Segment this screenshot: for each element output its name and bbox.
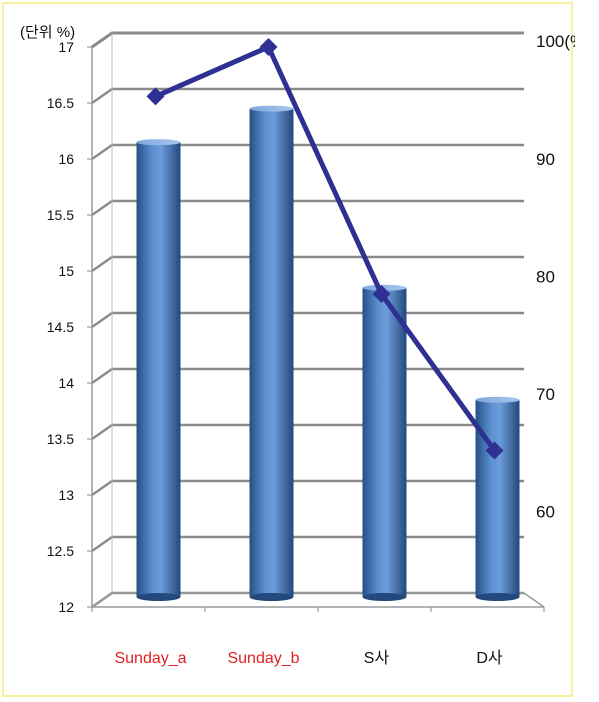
bar-base (136, 593, 181, 601)
line-series (146, 38, 504, 460)
bar (362, 284, 407, 601)
y-left-tick-label: 14 (58, 375, 74, 391)
line-marker (146, 87, 165, 106)
bar (475, 396, 520, 601)
bar-top (362, 284, 407, 291)
x-category-label: D사 (476, 649, 503, 667)
floor-edge (91, 592, 545, 608)
axis-labels: 12 12.5 13 13.5 14 14.5 15 15.5 16 16.5 17 60 70 80 90… (47, 32, 575, 667)
y-left-tick-label: 16.5 (47, 95, 74, 111)
y-left-tick-label: 12.5 (47, 543, 74, 559)
y-left-tick-label: 14.5 (47, 319, 74, 335)
axes (87, 33, 545, 612)
y-right-tick-label: 80 (536, 267, 555, 286)
y-left-tick-label: 16 (58, 151, 74, 167)
bar (249, 105, 294, 601)
y-left-tick-label: 17 (58, 39, 74, 55)
line-marker (372, 285, 391, 304)
line-path (154, 44, 497, 452)
y-right-tick-label: 100(%) (536, 32, 575, 51)
y-left-tick-label: 15 (58, 263, 74, 279)
y-left-tick-label: 13 (58, 487, 74, 503)
x-category-label: Sunday_b (227, 650, 299, 667)
line-marker (259, 38, 278, 56)
y-left-tick-label: 15.5 (47, 207, 74, 223)
gridline (91, 31, 524, 49)
bar-body (362, 287, 407, 597)
bar-body (249, 108, 294, 597)
x-category-label: S사 (364, 649, 390, 667)
bar-base (362, 593, 407, 601)
chart-canvas: 12 12.5 13 13.5 14 14.5 15 15.5 16 16.5 17 60 70 80 90… (20, 24, 575, 667)
bar-top (249, 105, 294, 112)
y-right-tick-label: 60 (536, 503, 555, 522)
bar-top (475, 396, 520, 403)
chart-frame: 12 12.5 13 13.5 14 14.5 15 15.5 16 16.5 17 60 70 80 90… (2, 2, 575, 697)
y-left-tick-label: 13.5 (47, 431, 74, 447)
y-left-tick-label: 12 (58, 599, 74, 615)
y-right-tick-label: 90 (536, 150, 555, 169)
x-category-label: Sunday_a (114, 650, 186, 667)
y-right-tick-label: 70 (536, 385, 555, 404)
bar-body (136, 142, 181, 597)
bar-series (136, 105, 520, 601)
bar-base (249, 593, 294, 601)
bar (136, 139, 181, 601)
bar-base (475, 593, 520, 601)
line-marker (485, 441, 504, 460)
bar-top (136, 139, 181, 146)
unit-label: (단위 %) (20, 24, 75, 41)
